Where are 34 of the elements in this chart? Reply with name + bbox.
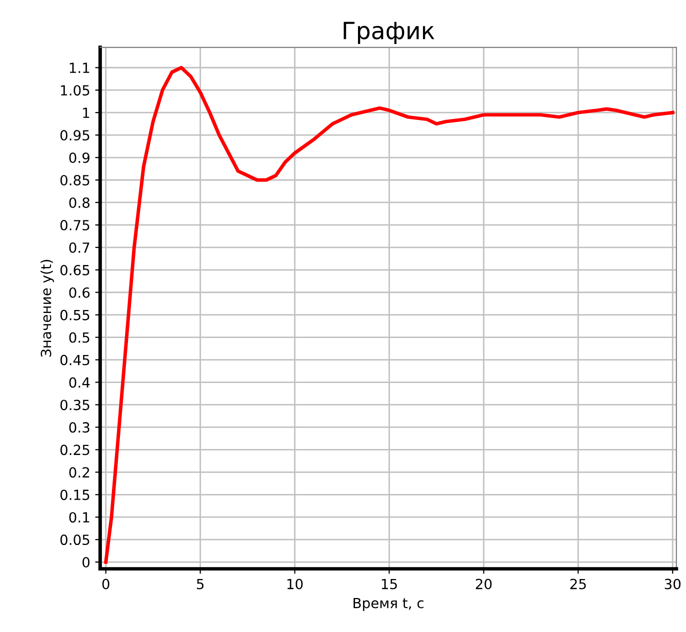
y-tick-label: 0.1 xyxy=(69,512,90,523)
x-tick-label: 30 xyxy=(664,578,681,590)
y-tick-label: 0.65 xyxy=(60,264,90,276)
y-tick-label: 0.9 xyxy=(69,152,90,163)
x-tick-label: 20 xyxy=(476,578,492,590)
y-tick-label: 0.3 xyxy=(69,422,90,433)
x-tick-label: 0 xyxy=(102,578,110,590)
y-tick-label: 0.55 xyxy=(60,310,90,320)
y-tick-label: 0.95 xyxy=(60,130,90,141)
y-tick-label: 0.85 xyxy=(60,174,90,186)
y-tick-label: 0.8 xyxy=(69,197,90,208)
y-tick-label: 0.25 xyxy=(60,444,90,456)
y-tick-label: 1.1 xyxy=(70,62,90,73)
y-tick-label: 0.45 xyxy=(60,354,90,366)
y-tick-label: 0.7 xyxy=(69,242,90,253)
y-tick-label: 0.6 xyxy=(69,287,90,298)
x-tick-label: 25 xyxy=(570,578,586,590)
y-tick-label: 0.75 xyxy=(60,220,90,230)
x-axis-title: Время t, с xyxy=(354,598,424,611)
x-tick-label: 15 xyxy=(382,578,397,590)
y-tick-label: 0.4 xyxy=(69,377,90,388)
chart-title: График xyxy=(344,22,434,44)
y-tick-label: 1.05 xyxy=(61,85,90,96)
y-tick-label: 0 xyxy=(82,557,90,568)
y-tick-label: 0.15 xyxy=(60,490,90,500)
x-tick-label: 5 xyxy=(196,578,204,590)
y-tick-label: 0.5 xyxy=(69,332,90,343)
line-series xyxy=(104,66,674,564)
y-axis-title: Значение y(t) xyxy=(40,260,54,357)
y-tick-label: 0.2 xyxy=(69,467,90,478)
y-tick-label: 1 xyxy=(83,108,90,118)
y-tick-label: 0.35 xyxy=(60,400,90,410)
x-tick-label: 10 xyxy=(287,578,303,590)
y-tick-label: 0.05 xyxy=(60,534,90,546)
